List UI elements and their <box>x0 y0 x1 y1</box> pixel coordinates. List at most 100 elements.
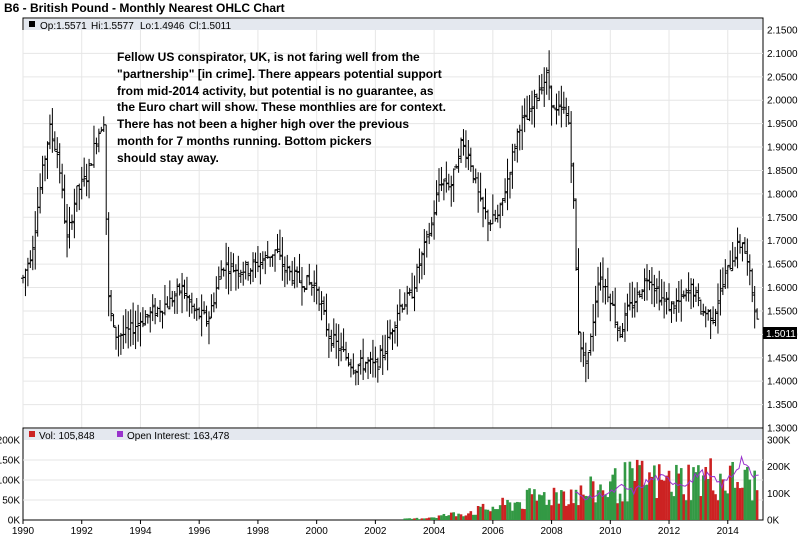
ohlc-bar <box>280 237 285 281</box>
ohlc-bar <box>96 128 101 153</box>
volume-bar <box>528 488 531 520</box>
ohlc-bar <box>378 345 383 369</box>
ohlc-bar <box>615 321 620 342</box>
ohlc-bar <box>299 266 304 306</box>
volume-bar <box>753 470 756 520</box>
ohlc-bar <box>735 227 740 269</box>
ohlc-bar <box>177 283 182 296</box>
volume-bar <box>555 492 558 520</box>
ohlc-bar <box>136 304 141 342</box>
volume-bar <box>609 481 612 520</box>
ohlc-bar <box>586 351 591 380</box>
volume-bar <box>665 475 668 520</box>
ohlc-bar <box>654 278 659 304</box>
ohlc-bar <box>180 272 185 314</box>
ohlc-bar <box>456 148 461 173</box>
ohlc-bar <box>344 341 349 361</box>
ohlc-bar <box>33 211 38 270</box>
ohlc-bar <box>752 285 757 329</box>
volume-bar <box>594 502 597 520</box>
time-tick-label: 1996 <box>188 526 211 537</box>
ohlc-bar <box>238 269 243 283</box>
volume-bar <box>621 501 624 520</box>
volume-bar <box>687 464 690 520</box>
ohlc-bar <box>153 297 158 325</box>
ohlc-bar <box>424 230 429 258</box>
ohlc-bar <box>745 238 750 276</box>
volume-bar <box>418 519 421 520</box>
volume-bar <box>716 500 720 520</box>
ohlc-bar <box>444 161 449 193</box>
ohlc-bar <box>574 198 579 271</box>
annotation-text: Fellow US conspirator, UK, is not faring… <box>117 50 446 165</box>
ohlc-bar <box>82 157 87 187</box>
ohlc-bar <box>522 98 527 133</box>
volume-bar <box>670 491 673 520</box>
ohlc-bar <box>532 89 537 128</box>
volume-bar <box>520 508 524 520</box>
volume-bar <box>479 506 482 520</box>
volume-bar <box>667 470 671 520</box>
volume-bar <box>503 504 507 520</box>
ohlc-bar <box>304 274 309 290</box>
ohlc-bar <box>500 198 505 216</box>
last-price-box: 1.5011 <box>763 327 797 340</box>
ohlc-bar <box>576 248 581 335</box>
volume-bar <box>631 468 634 520</box>
ohlc-bar <box>309 281 314 296</box>
ohlc-bar <box>243 260 248 280</box>
volume-bar <box>516 501 519 520</box>
ohlc-bar <box>251 252 256 283</box>
ohlc-bar <box>681 290 686 299</box>
ohlc-bar <box>358 349 363 375</box>
ohlc-bar <box>708 309 713 340</box>
volume-bar <box>413 518 416 520</box>
ohlc-bar <box>50 108 55 153</box>
volume-bar <box>684 500 688 520</box>
ohlc-bar <box>268 256 273 267</box>
volume-bar <box>440 515 443 520</box>
volume-bar <box>675 464 678 520</box>
volume-bar <box>679 468 683 520</box>
volume-bar <box>755 490 759 520</box>
annotation-line: should stay away. <box>117 151 219 165</box>
ohlc-bar <box>62 174 67 224</box>
volume-bar <box>682 494 686 520</box>
volume-bar <box>738 488 742 520</box>
ohlc-bar <box>165 296 170 308</box>
ohlc-bar <box>258 252 263 285</box>
time-tick-label: 2010 <box>599 526 622 537</box>
info-bar <box>24 19 762 30</box>
volume-bar <box>410 518 414 520</box>
ohlc-bar <box>194 297 199 321</box>
volume-bar <box>501 497 504 520</box>
ohlc-bar <box>657 270 662 311</box>
volume-bar <box>452 512 455 520</box>
volume-bar <box>538 494 541 520</box>
volume-bar <box>491 506 495 520</box>
annotation-line: "partnership" [in crime]. There appears … <box>117 67 442 81</box>
ohlc-bar <box>515 128 520 163</box>
time-tick-label: 2000 <box>306 526 329 537</box>
ohlc-bar <box>405 285 410 315</box>
ohlc-bar <box>441 178 446 201</box>
ohlc-bar <box>339 332 344 362</box>
ohlc-bar <box>321 296 326 315</box>
ohlc-bar <box>640 289 645 300</box>
ohlc-bar <box>635 282 640 313</box>
ohlc-bar <box>324 293 329 337</box>
volume-bar <box>750 500 754 520</box>
volume-bar <box>733 487 737 520</box>
price-tick-label: 2.1000 <box>767 49 798 60</box>
ohlc-bar <box>679 279 684 322</box>
ohlc-bar <box>432 200 437 240</box>
volume-bar <box>746 466 749 520</box>
ohlc-bar <box>620 322 625 338</box>
ohlc-bar <box>60 163 65 199</box>
ohlc-bar <box>55 137 60 169</box>
volume-bar <box>689 500 693 520</box>
ohlc-bar <box>307 263 312 286</box>
volume-bar <box>611 474 615 520</box>
ohlc-bar <box>292 257 297 289</box>
ohlc-bar <box>529 90 534 125</box>
